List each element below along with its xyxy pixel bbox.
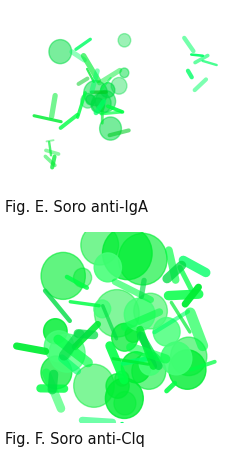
Text: Fig. F. Soro anti-Clq: Fig. F. Soro anti-Clq [5, 432, 145, 447]
Circle shape [120, 68, 129, 77]
Circle shape [132, 353, 166, 389]
Circle shape [94, 289, 139, 337]
Circle shape [114, 392, 136, 415]
Circle shape [95, 91, 116, 112]
Circle shape [86, 95, 95, 105]
Circle shape [112, 323, 138, 351]
Circle shape [118, 34, 131, 47]
Circle shape [94, 300, 111, 318]
Circle shape [81, 93, 95, 108]
Circle shape [161, 342, 192, 375]
Circle shape [139, 352, 161, 375]
Circle shape [171, 337, 207, 376]
Circle shape [84, 81, 107, 106]
Circle shape [44, 331, 74, 362]
Text: Fig. E. Soro anti-IgA: Fig. E. Soro anti-IgA [5, 200, 148, 215]
Circle shape [111, 77, 127, 94]
Circle shape [41, 253, 85, 299]
Circle shape [124, 298, 155, 331]
Circle shape [106, 374, 129, 398]
Circle shape [102, 227, 152, 280]
Circle shape [153, 318, 180, 346]
Circle shape [92, 93, 111, 114]
Circle shape [100, 117, 121, 140]
Circle shape [119, 233, 167, 285]
Circle shape [49, 40, 72, 64]
Circle shape [115, 371, 129, 386]
Circle shape [121, 352, 151, 383]
Circle shape [49, 334, 85, 372]
Circle shape [41, 356, 72, 389]
Circle shape [125, 326, 141, 343]
Circle shape [74, 364, 114, 407]
Circle shape [169, 350, 206, 389]
Circle shape [91, 98, 105, 112]
Circle shape [105, 378, 143, 419]
Circle shape [101, 83, 115, 98]
Circle shape [134, 293, 167, 329]
Circle shape [81, 225, 119, 265]
Circle shape [94, 253, 121, 282]
Circle shape [44, 319, 67, 344]
Circle shape [74, 268, 92, 287]
Text: 50 µm: 50 µm [184, 404, 200, 409]
